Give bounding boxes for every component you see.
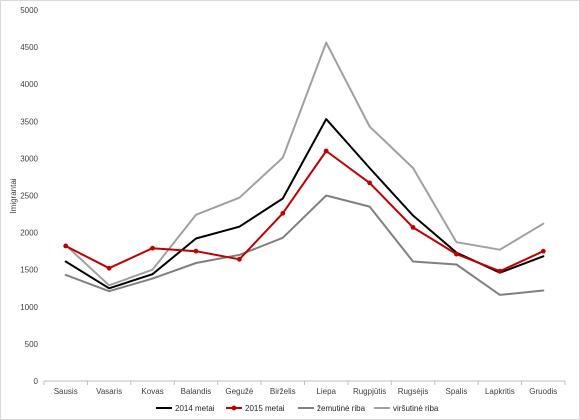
x-tick-label: Gegužė <box>225 387 254 396</box>
legend-marker <box>231 405 237 411</box>
x-tick-label: Vasaris <box>96 387 122 396</box>
x-tick-label: Spalis <box>446 387 468 396</box>
legend-label: 2015 metai <box>245 404 285 413</box>
y-tick-label: 1000 <box>20 303 38 312</box>
y-tick-label: 500 <box>25 340 39 349</box>
data-point <box>540 248 546 254</box>
data-point <box>63 243 69 249</box>
x-tick-label: Rugsėjis <box>398 387 429 396</box>
legend-label: žemutinė riba <box>317 404 366 413</box>
x-tick-label: Kovas <box>141 387 163 396</box>
data-point <box>280 210 286 216</box>
y-tick-label: 5000 <box>20 6 38 15</box>
y-tick-label: 2000 <box>20 229 38 238</box>
legend: 2014 metai 2015 metai žemutinė riba viršuti… <box>156 404 439 413</box>
y-tick-label: 3000 <box>20 154 38 163</box>
series-line <box>64 118 545 290</box>
series-line <box>64 41 545 287</box>
x-tick-label: Liepa <box>316 387 336 396</box>
data-point <box>367 180 373 186</box>
x-tick-label: Gruodis <box>529 387 557 396</box>
x-tick-label: Rugpjūtis <box>353 387 386 396</box>
y-tick-label: 3500 <box>20 117 38 126</box>
x-axis-ticks: Sausis Vasaris Kovas Balandis Gegužė Birželis… <box>43 381 566 396</box>
legend-item: viršutinė riba <box>374 404 439 413</box>
data-point <box>323 148 329 154</box>
x-tick-label: Birželis <box>270 387 296 396</box>
data-point <box>150 245 155 251</box>
x-tick-label: Sausis <box>54 387 78 396</box>
x-tick-label: Lapkritis <box>485 387 515 396</box>
data-point <box>106 265 112 271</box>
data-point <box>193 248 199 254</box>
data-point <box>410 225 416 230</box>
data-point <box>497 268 503 274</box>
data-point <box>454 251 459 257</box>
series-line <box>64 150 545 273</box>
legend-item: žemutinė riba <box>298 404 366 413</box>
y-tick-label: 0 <box>34 377 39 386</box>
y-axis-label: Imigrantai <box>9 178 18 213</box>
y-tick-label: 1500 <box>20 266 38 275</box>
y-tick-label: 4000 <box>20 80 38 89</box>
legend-item: 2015 metai <box>226 404 285 413</box>
series-markers <box>63 148 546 274</box>
legend-label: viršutinė riba <box>393 404 439 413</box>
series-lines <box>64 41 545 296</box>
series-line <box>64 194 545 296</box>
legend-item: 2014 metai <box>156 404 215 413</box>
y-tick-label: 4500 <box>20 43 38 52</box>
legend-label: 2014 metai <box>175 404 215 413</box>
y-axis-ticks: 0 500 1000 1500 2000 2500 3000 3500 4000 4500 5000 <box>20 6 38 386</box>
y-tick-label: 2500 <box>20 192 38 201</box>
x-tick-label: Balandis <box>181 387 212 396</box>
data-point <box>236 256 242 262</box>
